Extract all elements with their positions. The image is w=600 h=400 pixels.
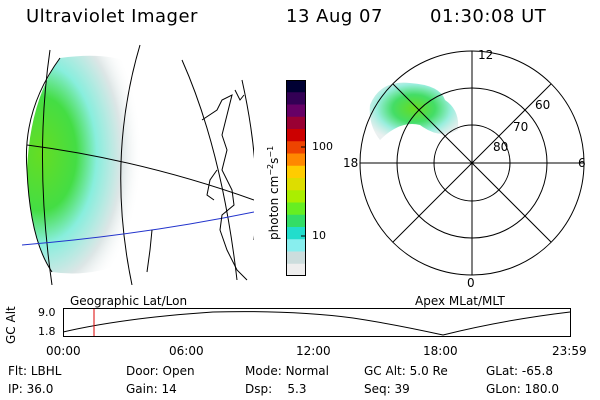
colorbar-swatch bbox=[286, 116, 306, 130]
colorbar-swatch bbox=[286, 190, 306, 203]
lat-label-80: 80 bbox=[493, 140, 509, 154]
unit-exp1: −2 bbox=[266, 163, 275, 176]
unit-base: photon cm bbox=[267, 175, 281, 240]
info-door: Door: Open bbox=[126, 364, 195, 378]
map-limb bbox=[25, 57, 61, 273]
colorbar-unit-label: photon cm−2s−1 bbox=[266, 146, 281, 240]
magnetic-equator-line bbox=[22, 211, 254, 246]
colorbar-swatch bbox=[286, 104, 306, 118]
unit-exp2: −1 bbox=[266, 145, 275, 158]
info-flt: Flt: LBHL bbox=[8, 364, 62, 378]
colorbar-swatch bbox=[286, 165, 306, 179]
info-ip: IP: 36.0 bbox=[8, 382, 54, 396]
colorbar-tick-100: 100 bbox=[312, 140, 333, 153]
colorbar-swatch bbox=[286, 153, 306, 167]
geographic-map bbox=[22, 44, 254, 285]
colorbar-swatch bbox=[286, 80, 306, 93]
polar-aurora-emission bbox=[369, 82, 459, 140]
altitude-curve bbox=[63, 311, 571, 336]
timeline-left-title: Geographic Lat/Lon bbox=[70, 294, 188, 308]
lat-label-70: 70 bbox=[513, 120, 529, 134]
colorbar-swatch bbox=[286, 129, 306, 142]
timeline-y-top: 9.0 bbox=[38, 306, 56, 319]
colorbar-swatch bbox=[286, 141, 306, 154]
info-seq: Seq: 39 bbox=[364, 382, 410, 396]
info-glat: GLat: -65.8 bbox=[486, 364, 553, 378]
info-glon: GLon: 180.0 bbox=[486, 382, 559, 396]
timeline-y-bottom: 1.8 bbox=[38, 325, 56, 338]
mlt-label-6: 6 bbox=[578, 156, 586, 170]
x-tick-1200: 12:00 bbox=[296, 344, 331, 358]
colorbar-swatch bbox=[286, 92, 306, 105]
colorbar-swatch bbox=[286, 251, 306, 265]
colorbar-swatch bbox=[286, 202, 306, 216]
x-tick-2359: 23:59 bbox=[552, 344, 587, 358]
mlt-label-18: 18 bbox=[343, 156, 359, 170]
unit-s: s bbox=[267, 157, 281, 164]
info-dsp: Dsp: 5.3 bbox=[245, 382, 307, 396]
lat-label-60: 60 bbox=[535, 98, 551, 112]
mlt-label-0: 0 bbox=[467, 276, 475, 290]
instrument-title: Ultraviolet Imager bbox=[26, 6, 198, 27]
colorbar-swatch bbox=[286, 227, 306, 240]
timeline-right-title: Apex MLat/MLT bbox=[415, 294, 505, 308]
x-tick-0600: 06:00 bbox=[169, 344, 204, 358]
timeline-y-label: GC Alt bbox=[4, 306, 18, 344]
info-mode: Mode: Normal bbox=[245, 364, 329, 378]
altitude-timeline bbox=[63, 308, 571, 337]
polar-plot bbox=[359, 50, 585, 276]
aurora-emission bbox=[27, 55, 163, 274]
info-gain: Gain: 14 bbox=[126, 382, 177, 396]
x-tick-1800: 18:00 bbox=[423, 344, 458, 358]
coastline bbox=[146, 89, 248, 281]
colorbar-swatch bbox=[286, 214, 306, 228]
date-label: 13 Aug 07 bbox=[286, 6, 383, 27]
colorbar-border bbox=[286, 80, 306, 276]
colorbar-tick-10: 10 bbox=[312, 229, 326, 242]
colorbar bbox=[286, 80, 306, 276]
colorbar-swatch bbox=[286, 263, 306, 276]
mlt-label-12: 12 bbox=[478, 48, 494, 62]
colorbar-swatch bbox=[286, 178, 306, 191]
time-label: 01:30:08 UT bbox=[430, 6, 547, 27]
info-gc-alt: GC Alt: 5.0 Re bbox=[364, 364, 448, 378]
x-tick-0000: 00:00 bbox=[46, 344, 81, 358]
colorbar-swatch bbox=[286, 239, 306, 252]
